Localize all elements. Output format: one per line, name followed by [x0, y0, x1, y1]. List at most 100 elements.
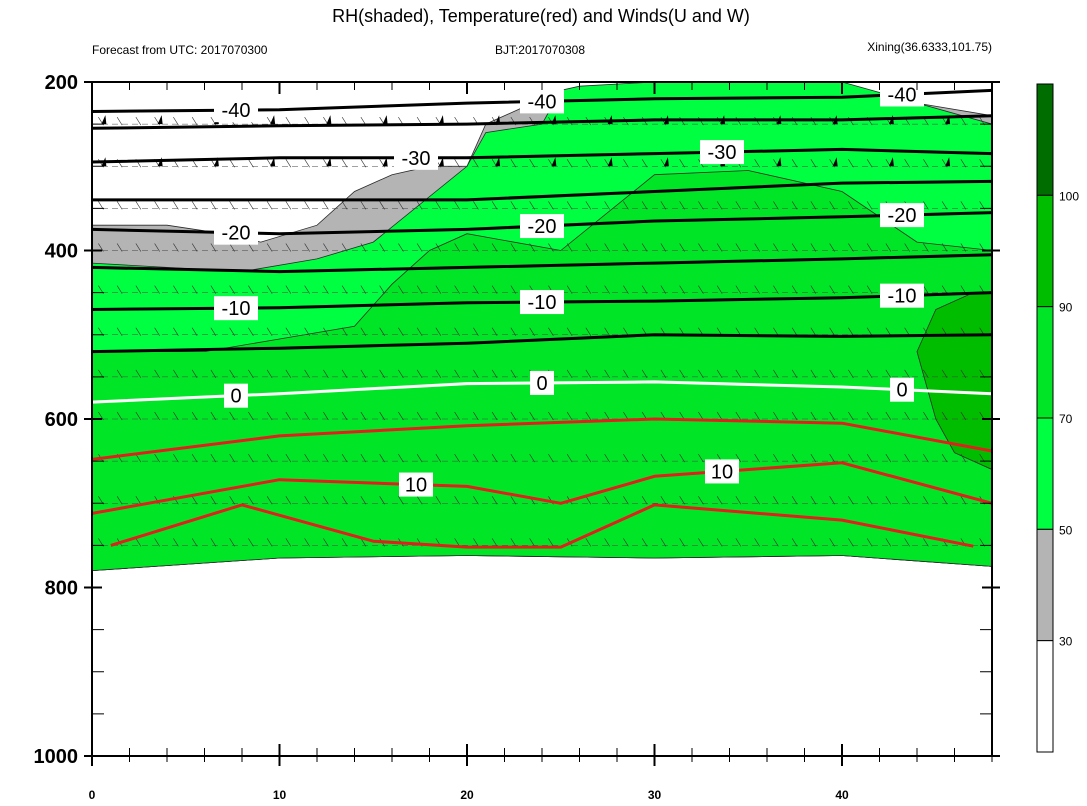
- wind-barb: [435, 411, 442, 421]
- wind-barb: [173, 243, 179, 252]
- wind-barb: [135, 496, 142, 505]
- temperature-contour-5: [92, 417, 992, 461]
- wind-barb: [604, 538, 610, 547]
- wind-barb: [754, 496, 760, 505]
- wind-barbs: [98, 115, 985, 547]
- wind-barb: [791, 285, 798, 294]
- wind-barb: [229, 453, 235, 463]
- wind-barb: [98, 411, 104, 421]
- wind-pennant: [551, 157, 557, 167]
- wind-barb: [360, 538, 367, 547]
- wind-barb: [398, 201, 404, 210]
- wind-barb: [698, 285, 704, 294]
- wind-barb: [341, 327, 348, 336]
- wind-barb: [829, 243, 835, 252]
- wind-pennant: [101, 115, 107, 125]
- contour-label-text: -30: [708, 142, 737, 164]
- wind-barb: [173, 116, 179, 126]
- wind-barb: [660, 201, 667, 210]
- wind-barb: [435, 327, 442, 336]
- wind-barb: [791, 453, 798, 463]
- wind-barb: [323, 285, 329, 294]
- wind-barb: [473, 369, 479, 379]
- wind-barb: [641, 201, 648, 210]
- wind-barb: [604, 327, 610, 336]
- wind-barb: [379, 285, 385, 294]
- wind-barb: [566, 201, 573, 210]
- wind-barb: [173, 285, 179, 294]
- colorbar-label: 50: [1059, 523, 1073, 537]
- wind-barb: [116, 369, 123, 379]
- wind-barb: [135, 369, 142, 379]
- wind-barb: [866, 243, 873, 252]
- wind-pennant: [382, 157, 388, 167]
- wind-barb: [135, 453, 142, 463]
- wind-barb: [773, 411, 779, 421]
- wind-barb: [491, 411, 498, 421]
- wind-barb: [454, 538, 460, 547]
- wind-barb: [285, 411, 292, 421]
- wind-barb: [191, 243, 198, 252]
- wind-barb: [885, 453, 892, 463]
- colorbar-swatch: [1036, 640, 1054, 753]
- wind-barb: [304, 116, 310, 126]
- wind-pennant: [326, 115, 332, 125]
- wind-barb: [360, 201, 367, 210]
- wind-barb: [379, 243, 385, 252]
- wind-barb: [435, 453, 442, 463]
- wind-barb: [604, 496, 610, 505]
- wind-barb: [248, 453, 254, 463]
- wind-barb: [341, 453, 348, 463]
- wind-barb: [604, 369, 610, 379]
- x-tick-label: 0: [89, 788, 96, 802]
- wind-barb: [154, 538, 160, 547]
- wind-barb: [416, 285, 423, 294]
- contour-label: -30: [700, 140, 744, 165]
- contour-label: -10: [520, 290, 564, 315]
- wind-barb: [866, 411, 873, 421]
- wind-barb: [191, 369, 198, 379]
- wind-barb: [904, 159, 910, 168]
- wind-barb: [585, 496, 592, 505]
- wind-barb: [754, 411, 760, 421]
- wind-barb: [285, 496, 292, 505]
- wind-barb: [304, 159, 310, 168]
- wind-barb: [960, 453, 967, 463]
- wind-pennant: [495, 115, 501, 125]
- wind-barb: [641, 159, 648, 168]
- contour-label: -40: [520, 89, 564, 114]
- wind-barb: [135, 538, 142, 547]
- wind-barb: [154, 453, 160, 463]
- wind-barb: [191, 453, 198, 463]
- wind-barb: [398, 453, 404, 463]
- wind-barb: [548, 327, 554, 336]
- wind-barb: [173, 369, 179, 379]
- wind-barb: [679, 538, 685, 547]
- wind-barb: [791, 243, 798, 252]
- y-tick-label: 800: [45, 578, 78, 600]
- wind-barb: [529, 538, 535, 547]
- wind-barb: [360, 285, 367, 294]
- wind-barb: [810, 411, 817, 421]
- colorbar-label: 100: [1059, 189, 1079, 203]
- wind-barb: [585, 453, 592, 463]
- wind-barb: [623, 453, 629, 463]
- wind-barb: [660, 369, 667, 379]
- wind-barb: [716, 285, 723, 294]
- wind-barb: [116, 285, 123, 294]
- wind-barb: [473, 159, 479, 168]
- contour-label-text: -40: [528, 91, 557, 113]
- wind-barb: [323, 411, 329, 421]
- wind-pennant: [945, 157, 951, 167]
- wind-barb: [548, 201, 554, 210]
- wind-barb: [210, 453, 217, 463]
- wind-barb: [379, 201, 385, 210]
- wind-barb: [154, 327, 160, 336]
- wind-barb: [829, 285, 835, 294]
- wind-barb: [866, 369, 873, 379]
- wind-barb: [304, 369, 310, 379]
- wind-barb: [585, 243, 592, 252]
- wind-barb: [248, 538, 254, 547]
- wind-barb: [660, 453, 667, 463]
- wind-barb: [510, 369, 517, 379]
